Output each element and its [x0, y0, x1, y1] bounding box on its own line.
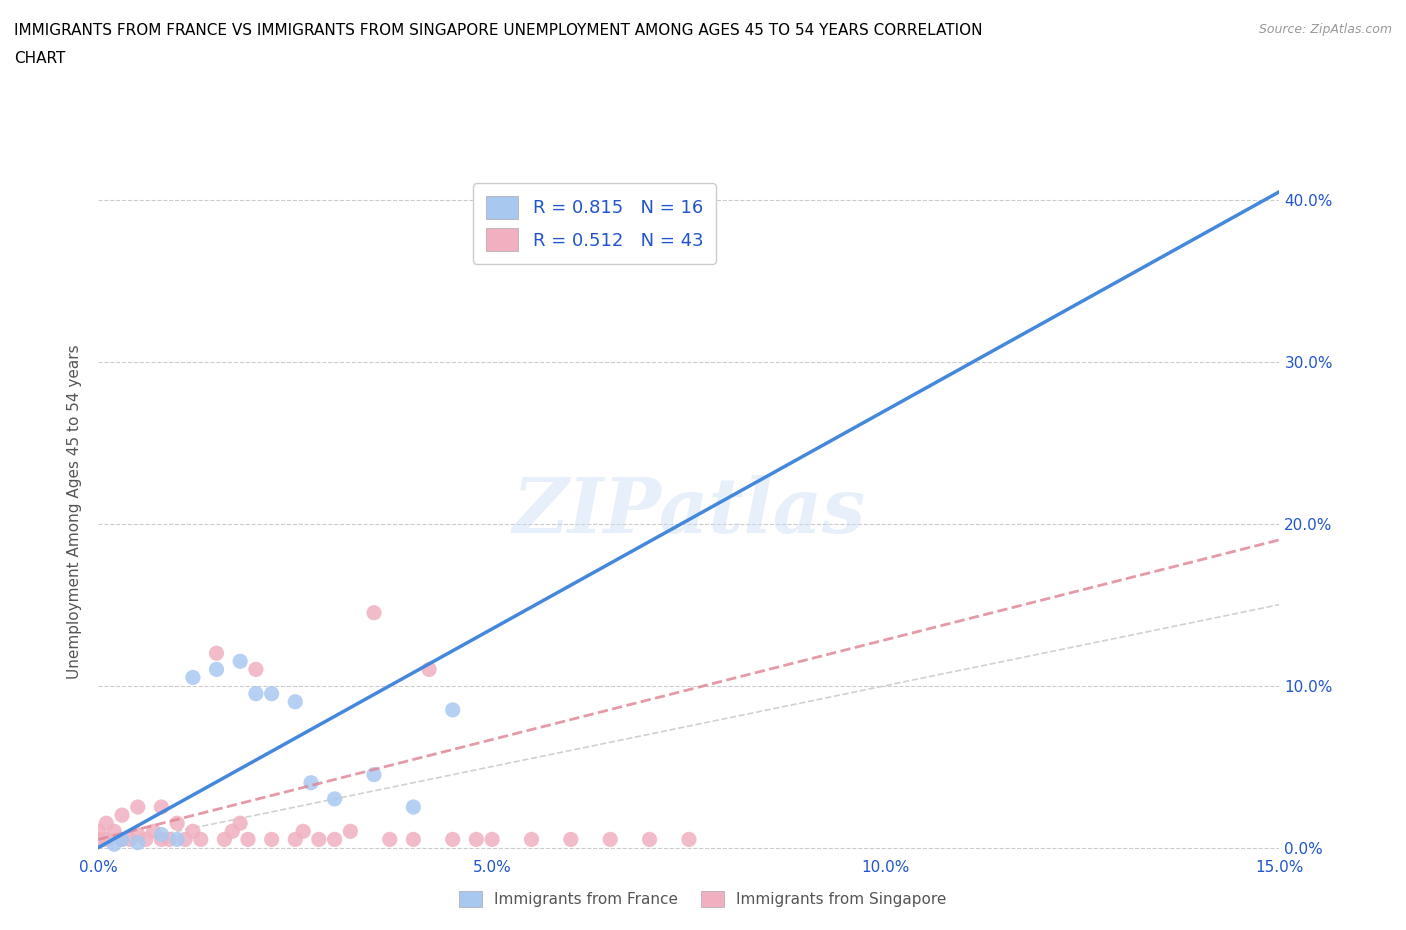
Point — [339, 824, 361, 839]
Point — [308, 832, 330, 847]
Point — [103, 837, 125, 852]
Point — [127, 835, 149, 850]
Point — [87, 824, 110, 839]
Point — [87, 832, 110, 847]
Point — [323, 832, 346, 847]
Text: Source: ZipAtlas.com: Source: ZipAtlas.com — [1258, 23, 1392, 36]
Legend: Immigrants from France, Immigrants from Singapore: Immigrants from France, Immigrants from … — [453, 884, 953, 913]
Point — [292, 824, 315, 839]
Text: IMMIGRANTS FROM FRANCE VS IMMIGRANTS FROM SINGAPORE UNEMPLOYMENT AMONG AGES 45 T: IMMIGRANTS FROM FRANCE VS IMMIGRANTS FRO… — [14, 23, 983, 38]
Point — [599, 832, 621, 847]
Point — [402, 832, 425, 847]
Point — [166, 832, 188, 847]
Point — [205, 662, 228, 677]
Point — [111, 832, 134, 847]
Point — [150, 800, 173, 815]
Point — [181, 670, 204, 684]
Point — [363, 767, 385, 782]
Point — [560, 832, 582, 847]
Point — [229, 816, 252, 830]
Point — [174, 832, 197, 847]
Point — [441, 702, 464, 717]
Point — [465, 832, 488, 847]
Point — [96, 832, 118, 847]
Legend: R = 0.815   N = 16, R = 0.512   N = 43: R = 0.815 N = 16, R = 0.512 N = 43 — [472, 183, 716, 264]
Point — [260, 832, 283, 847]
Point — [103, 824, 125, 839]
Point — [260, 686, 283, 701]
Point — [166, 816, 188, 830]
Point — [150, 832, 173, 847]
Point — [678, 832, 700, 847]
Point — [323, 791, 346, 806]
Point — [402, 800, 425, 815]
Point — [481, 832, 503, 847]
Point — [181, 824, 204, 839]
Point — [363, 605, 385, 620]
Point — [418, 662, 440, 677]
Point — [118, 832, 141, 847]
Point — [520, 832, 543, 847]
Point — [190, 832, 212, 847]
Text: ZIPatlas: ZIPatlas — [512, 474, 866, 549]
Point — [111, 807, 134, 822]
Point — [150, 827, 173, 842]
Point — [205, 645, 228, 660]
Point — [111, 832, 134, 847]
Text: CHART: CHART — [14, 51, 66, 66]
Point — [127, 800, 149, 815]
Point — [441, 832, 464, 847]
Point — [157, 832, 180, 847]
Point — [245, 686, 267, 701]
Point — [299, 776, 322, 790]
Point — [229, 654, 252, 669]
Y-axis label: Unemployment Among Ages 45 to 54 years: Unemployment Among Ages 45 to 54 years — [67, 344, 83, 679]
Point — [127, 827, 149, 842]
Point — [284, 695, 307, 710]
Point — [214, 832, 236, 847]
Point — [638, 832, 661, 847]
Point — [135, 832, 157, 847]
Point — [142, 824, 165, 839]
Point — [378, 832, 401, 847]
Point — [236, 832, 259, 847]
Point — [221, 824, 243, 839]
Point — [284, 832, 307, 847]
Point — [96, 816, 118, 830]
Point — [245, 662, 267, 677]
